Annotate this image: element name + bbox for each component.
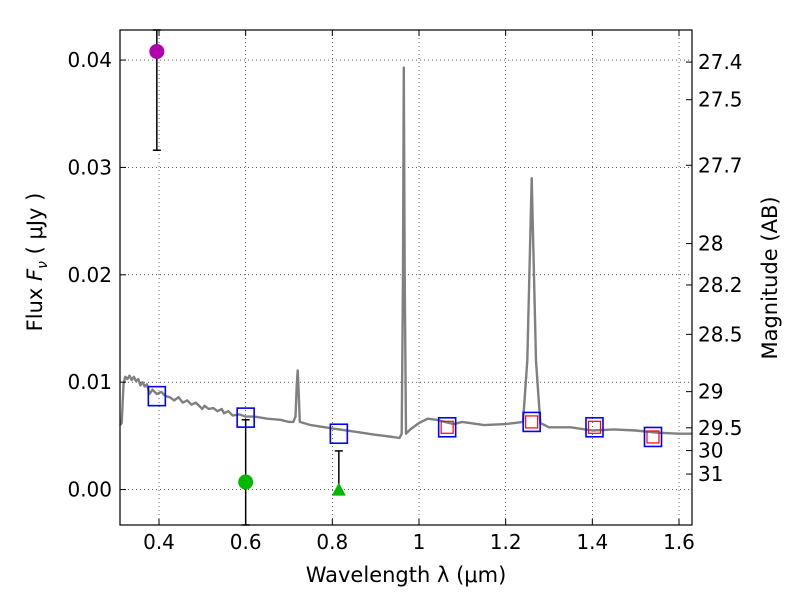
observed-square-marker [329, 423, 349, 445]
y-tick-label: 0.02 [67, 263, 112, 287]
magnitude-tick-label: 28 [698, 232, 723, 256]
x-tick-label: 0.8 [316, 530, 348, 554]
magnitude-tick-label: 28.5 [698, 322, 743, 346]
observed-square-marker [437, 416, 457, 438]
magnitude-axis-label: Magnitude (AB) [758, 196, 782, 359]
magnitude-tick-label: 29 [698, 380, 723, 404]
x-axis-label: Wavelength λ (μm) [306, 563, 507, 587]
grid-lines [120, 30, 692, 525]
observed-square-marker [236, 407, 255, 428]
magnitude-tick-label: 27.7 [698, 153, 743, 177]
observed-square-marker [522, 411, 541, 433]
green-circle-marker [238, 474, 254, 490]
magnitude-tick-label: 27.4 [698, 50, 743, 74]
y-tick-label: 0.00 [67, 478, 112, 502]
x-tick-label: 1.4 [576, 530, 608, 554]
y-tick-label: 0.03 [67, 155, 112, 179]
magnitude-tick-label: 28.2 [698, 273, 743, 297]
y-tick-label: 0.01 [67, 370, 112, 394]
observed-square-marker [585, 416, 604, 438]
plot-frame [119, 29, 693, 526]
y-axis-label: Flux Fν ( μJy ) [23, 193, 51, 332]
x-axis-ticks: 0.4 0.6 0.8 1 1.2 1.4 1.6 [143, 30, 695, 554]
observed-square-marker [643, 426, 663, 448]
magnitude-tick-label: 29.5 [698, 416, 743, 440]
green-triangle-marker [331, 482, 346, 496]
plot-area [119, 29, 692, 526]
x-tick-label: 1.2 [490, 530, 522, 554]
model-square-marker [587, 420, 602, 434]
model-square-marker [646, 430, 660, 444]
x-tick-label: 1.6 [663, 530, 695, 554]
y-tick-label: 0.04 [67, 48, 112, 72]
x-tick-label: 0.6 [230, 530, 262, 554]
magnitude-tick-label: 30 [698, 439, 723, 463]
data-markers [147, 43, 663, 496]
model-square-marker [440, 420, 454, 434]
error-bars [152, 29, 343, 526]
x-tick-label: 0.4 [143, 530, 175, 554]
model-spectrum-line [119, 66, 692, 440]
magnitude-tick-label: 31 [698, 462, 723, 486]
model-square-marker [525, 415, 539, 429]
x-tick-label: 1 [413, 530, 426, 554]
y-axis-ticks: 0.00 0.01 0.02 0.03 0.04 [67, 48, 126, 502]
observed-square-marker [147, 385, 167, 407]
uv-point-marker [149, 43, 165, 59]
magnitude-tick-label: 27.5 [698, 88, 743, 112]
